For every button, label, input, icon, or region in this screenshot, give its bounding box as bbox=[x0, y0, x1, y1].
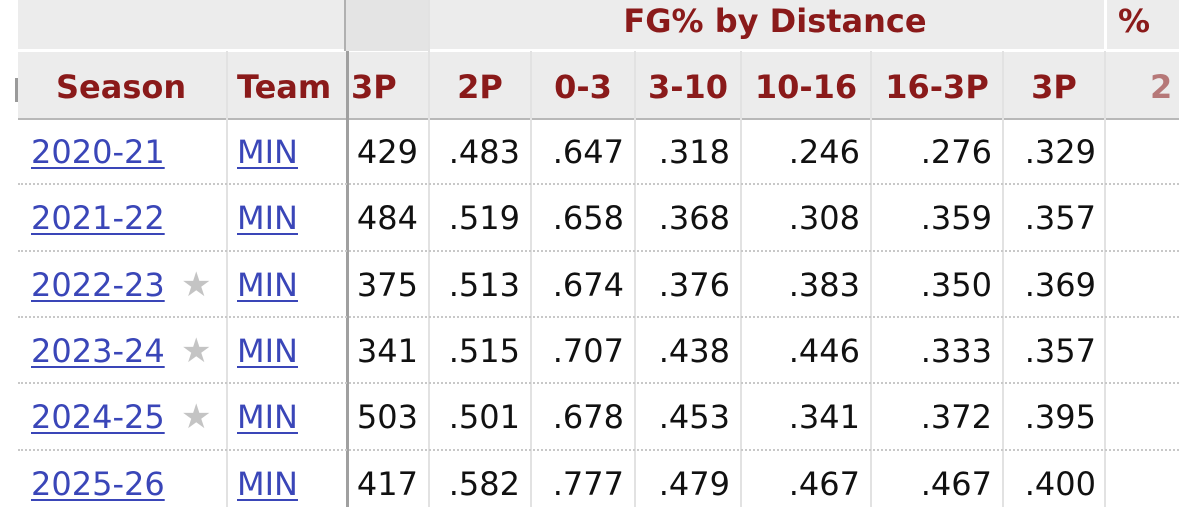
cell-3-10: .318 bbox=[658, 133, 730, 171]
row-separator bbox=[18, 183, 1179, 185]
col-divider bbox=[530, 51, 532, 507]
col-divider bbox=[740, 51, 742, 507]
cell-3-10: .453 bbox=[658, 398, 730, 436]
team-link[interactable]: MIN bbox=[237, 332, 298, 370]
team-link[interactable]: MIN bbox=[237, 133, 298, 171]
cell-3pa: 429 bbox=[356, 133, 418, 171]
season-link[interactable]: 2025-26 bbox=[31, 465, 165, 503]
col-header-3p-pct[interactable]: 3P bbox=[1031, 68, 1077, 106]
all-star-icon: ★ bbox=[181, 265, 212, 305]
row-separator bbox=[18, 449, 1179, 451]
cell-16-3p: .467 bbox=[920, 465, 992, 503]
cell-3p-pct: .400 bbox=[1024, 465, 1096, 503]
cell-3-10: .376 bbox=[658, 266, 730, 304]
col-divider bbox=[1002, 51, 1004, 507]
cell-3-10: .438 bbox=[658, 332, 730, 370]
group-header-right-edge bbox=[1104, 0, 1107, 51]
cell-2p: .501 bbox=[448, 398, 520, 436]
cell-3-10: .479 bbox=[658, 465, 730, 503]
cell-0-3: .658 bbox=[552, 199, 624, 237]
season-link[interactable]: 2023-24 bbox=[31, 332, 165, 370]
cell-16-3p: .372 bbox=[920, 398, 992, 436]
cell-3pa: 341 bbox=[356, 332, 418, 370]
col-header-season[interactable]: Season bbox=[56, 68, 187, 106]
col-header-3pa[interactable]: 3P bbox=[351, 68, 397, 106]
cell-10-16: .341 bbox=[788, 398, 860, 436]
cell-0-3: .674 bbox=[552, 266, 624, 304]
col-divider bbox=[226, 51, 228, 507]
cell-3p-pct: .357 bbox=[1024, 199, 1096, 237]
row-separator bbox=[18, 316, 1179, 318]
cell-3pa: 503 bbox=[356, 398, 418, 436]
header-bottom-line bbox=[18, 118, 1179, 120]
col-divider bbox=[428, 0, 430, 507]
cell-3-10: .368 bbox=[658, 199, 730, 237]
cell-16-3p: .333 bbox=[920, 332, 992, 370]
season-link[interactable]: 2022-23 bbox=[31, 266, 165, 304]
cell-3pa: 417 bbox=[356, 465, 418, 503]
cell-2p: .582 bbox=[448, 465, 520, 503]
left-edge-mark bbox=[15, 78, 18, 102]
cell-10-16: .467 bbox=[788, 465, 860, 503]
cell-16-3p: .350 bbox=[920, 266, 992, 304]
season-link[interactable]: 2024-25 bbox=[31, 398, 165, 436]
cell-10-16: .383 bbox=[788, 266, 860, 304]
group-header-row bbox=[18, 0, 1179, 51]
col-header-2p[interactable]: 2P bbox=[457, 68, 503, 106]
season-link[interactable]: 2021-22 bbox=[31, 199, 165, 237]
cell-0-3: .678 bbox=[552, 398, 624, 436]
season-link[interactable]: 2020-21 bbox=[31, 133, 165, 171]
team-link[interactable]: MIN bbox=[237, 266, 298, 304]
col-header-team[interactable]: Team bbox=[237, 68, 332, 106]
cell-0-3: .707 bbox=[552, 332, 624, 370]
team-link[interactable]: MIN bbox=[237, 465, 298, 503]
cell-3pa: 375 bbox=[356, 266, 418, 304]
col-header-3-10[interactable]: 3-10 bbox=[647, 68, 729, 106]
row-separator bbox=[18, 250, 1179, 252]
group-header-left-edge bbox=[344, 0, 346, 51]
cell-16-3p: .276 bbox=[920, 133, 992, 171]
cell-3p-pct: .329 bbox=[1024, 133, 1096, 171]
cell-3p-pct: .395 bbox=[1024, 398, 1096, 436]
col-header-partial[interactable]: 2 bbox=[1150, 68, 1173, 106]
col-divider bbox=[1104, 51, 1106, 507]
group-header-fg-by-distance: FG% by Distance bbox=[623, 2, 927, 40]
cell-10-16: .246 bbox=[788, 133, 860, 171]
group-header-next-percent: % bbox=[1118, 2, 1151, 40]
group-header-gap bbox=[346, 0, 428, 51]
all-star-icon: ★ bbox=[181, 397, 212, 437]
col-divider-frozen bbox=[346, 51, 349, 507]
group-header-divider bbox=[18, 49, 1179, 52]
cell-0-3: .777 bbox=[552, 465, 624, 503]
col-header-16-3p[interactable]: 16-3P bbox=[885, 68, 989, 106]
cell-3p-pct: .369 bbox=[1024, 266, 1096, 304]
col-header-0-3[interactable]: 0-3 bbox=[554, 68, 612, 106]
cell-3p-pct: .357 bbox=[1024, 332, 1096, 370]
team-link[interactable]: MIN bbox=[237, 199, 298, 237]
cell-10-16: .446 bbox=[788, 332, 860, 370]
cell-2p: .515 bbox=[448, 332, 520, 370]
col-divider bbox=[870, 51, 872, 507]
cell-0-3: .647 bbox=[552, 133, 624, 171]
all-star-icon: ★ bbox=[181, 331, 212, 371]
cell-3pa: 484 bbox=[356, 199, 418, 237]
cell-2p: .519 bbox=[448, 199, 520, 237]
column-header-row bbox=[18, 51, 1179, 119]
cell-2p: .513 bbox=[448, 266, 520, 304]
cell-16-3p: .359 bbox=[920, 199, 992, 237]
col-header-10-16[interactable]: 10-16 bbox=[754, 68, 858, 106]
row-separator bbox=[18, 382, 1179, 384]
team-link[interactable]: MIN bbox=[237, 398, 298, 436]
cell-2p: .483 bbox=[448, 133, 520, 171]
cell-10-16: .308 bbox=[788, 199, 860, 237]
col-divider bbox=[634, 51, 636, 507]
